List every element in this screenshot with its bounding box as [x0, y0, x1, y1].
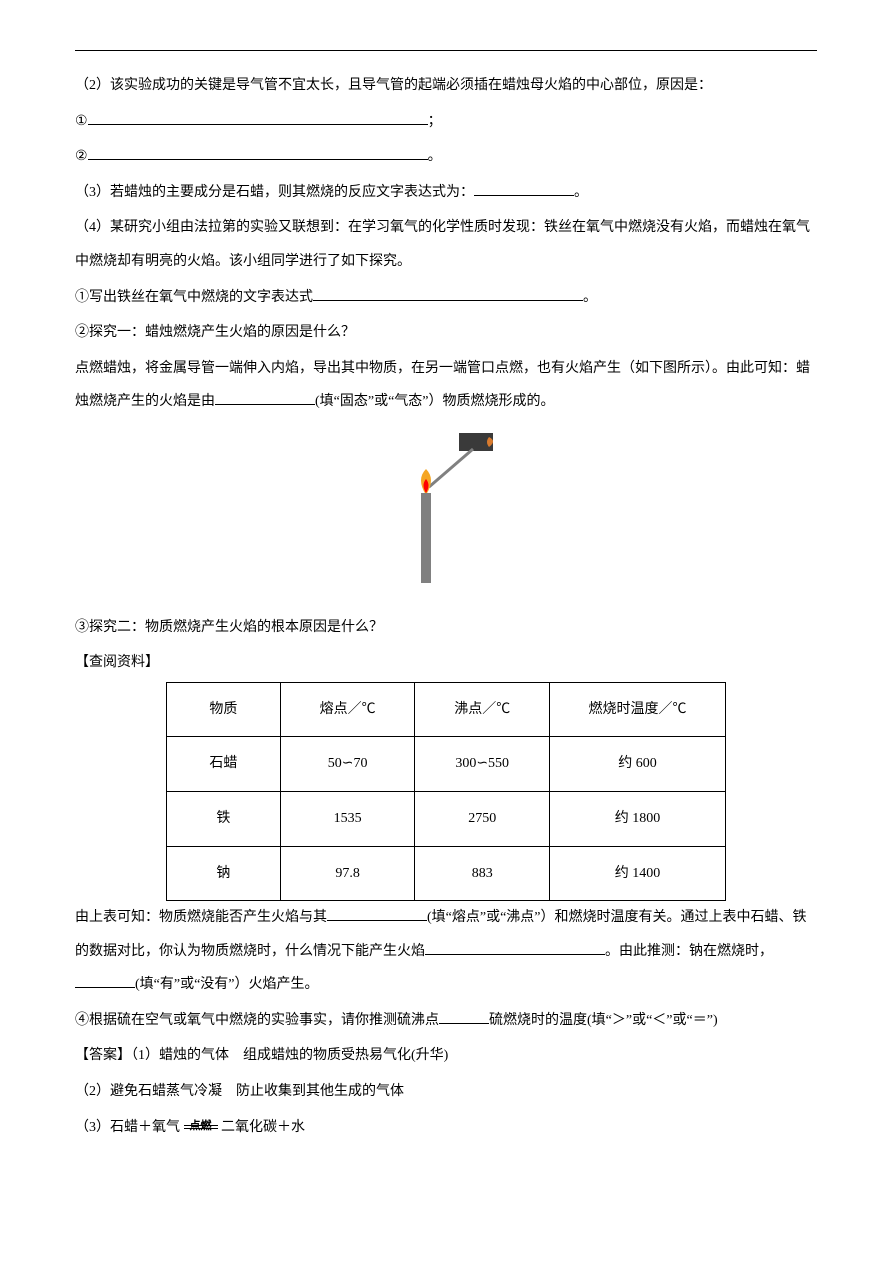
q4-i4-b: 硫燃烧时的温度(填“＞”或“＜”或“＝”) [489, 1013, 718, 1028]
cell: 石蜡 [167, 737, 281, 792]
q3-text-b: 。 [574, 185, 588, 200]
th-2: 沸点／℃ [415, 682, 550, 737]
candle-svg [381, 433, 511, 583]
answer-3-prefix: （3）石蜡＋氧气 [75, 1120, 180, 1135]
answer-line-2: （2）避免石蜡蒸气冷凝 防止收集到其他生成的气体 [75, 1075, 817, 1109]
blank [88, 145, 428, 160]
q4-stem: （4）某研究小组由法拉第的实验又联想到：在学习氧气的化学性质时发现：铁丝在氧气中… [75, 211, 817, 278]
q2-stem: （2）该实验成功的关键是导气管不宜太长，且导气管的起端必须插在蜡烛母火焰的中心部… [75, 69, 817, 103]
table-row: 钠 97.8 883 约 1400 [167, 846, 726, 901]
q4-i1-b: 。 [583, 290, 597, 305]
cell: 300∽550 [415, 737, 550, 792]
blank [474, 180, 574, 195]
q3-line: （3）若蜡烛的主要成分是石蜡，则其燃烧的反应文字表达式为： 。 [75, 176, 817, 210]
cell: 1535 [280, 791, 415, 846]
q2-b1-suffix: ； [428, 114, 442, 129]
blank [425, 939, 605, 954]
after-c: 。由此推测：钠在燃烧时， [605, 944, 773, 959]
q4-item1: ①写出铁丝在氧气中燃烧的文字表达式 。 [75, 281, 817, 315]
q4-i2-b: (填“固态”或“气态”）物质燃烧形成的。 [315, 394, 555, 409]
blank [88, 109, 428, 124]
q4-i1-a: ①写出铁丝在氧气中燃烧的文字表达式 [75, 290, 313, 305]
after-a: 由上表可知：物质燃烧能否产生火焰与其 [75, 910, 327, 925]
lookup-label: 【查阅资料】 [75, 646, 817, 680]
q2-blank-2: ②。 [75, 140, 817, 174]
blank [327, 906, 427, 921]
table-body: 石蜡 50∽70 300∽550 约 600 铁 1535 2750 约 180… [167, 737, 726, 901]
answer-1: （1）蜡烛的气体 组成蜡烛的物质受热易气化(升华) [131, 1048, 448, 1063]
table-row: 石蜡 50∽70 300∽550 约 600 [167, 737, 726, 792]
candle-figure [75, 433, 817, 597]
cell: 铁 [167, 791, 281, 846]
answer-line-1: 【答案】（1）蜡烛的气体 组成蜡烛的物质受热易气化(升华) [75, 1039, 817, 1073]
q3-text-a: （3）若蜡烛的主要成分是石蜡，则其燃烧的反应文字表达式为： [75, 185, 474, 200]
candle-body [421, 493, 431, 583]
blank [75, 973, 135, 988]
top-rule [75, 50, 817, 51]
after-table-para: 由上表可知：物质燃烧能否产生火焰与其(填“熔点”或“沸点”）和燃烧时温度有关。通… [75, 901, 817, 1002]
cell: 约 600 [549, 737, 725, 792]
q2-b2-prefix: ② [75, 149, 88, 164]
blank [313, 285, 583, 300]
cell: 883 [415, 846, 550, 901]
answer-label: 【答案】 [75, 1048, 131, 1063]
cell: 钠 [167, 846, 281, 901]
cell: 50∽70 [280, 737, 415, 792]
q2-b1-prefix: ① [75, 114, 88, 129]
table-row: 铁 1535 2750 约 1800 [167, 791, 726, 846]
material-table: 物质 熔点／℃ 沸点／℃ 燃烧时温度／℃ 石蜡 50∽70 300∽550 约 … [166, 682, 726, 901]
cell: 97.8 [280, 846, 415, 901]
answer-3-suffix: 二氧化碳＋水 [221, 1120, 305, 1135]
after-d: (填“有”或“没有”）火焰产生。 [135, 977, 319, 992]
answer-line-3: （3）石蜡＋氧气 点燃 二氧化碳＋水 [75, 1111, 817, 1145]
th-3: 燃烧时温度／℃ [549, 682, 725, 737]
tube [429, 449, 473, 487]
q4-item3-title: ③探究二：物质燃烧产生火焰的根本原因是什么？ [75, 611, 817, 645]
blank [439, 1008, 489, 1023]
q4-item2-title: ②探究一：蜡烛燃烧产生火焰的原因是什么？ [75, 316, 817, 350]
q4-i4-a: ④根据硫在空气或氧气中燃烧的实验事实，请你推测硫沸点 [75, 1013, 439, 1028]
cell: 约 1400 [549, 846, 725, 901]
blank [215, 390, 315, 405]
q2-b2-suffix: 。 [428, 149, 442, 164]
cell: 约 1800 [549, 791, 725, 846]
reaction-arrow: 点燃 [184, 1125, 218, 1129]
th-1: 熔点／℃ [280, 682, 415, 737]
q4-item4: ④根据硫在空气或氧气中燃烧的实验事实，请你推测硫沸点 硫燃烧时的温度(填“＞”或“… [75, 1004, 817, 1038]
reaction-condition: 点燃 [184, 1113, 218, 1139]
cell: 2750 [415, 791, 550, 846]
q2-blank-1: ①； [75, 105, 817, 139]
th-0: 物质 [167, 682, 281, 737]
q4-item2-body: 点燃蜡烛，将金属导管一端伸入内焰，导出其中物质，在另一端管口点燃，也有火焰产生（… [75, 352, 817, 419]
table-header-row: 物质 熔点／℃ 沸点／℃ 燃烧时温度／℃ [167, 682, 726, 737]
